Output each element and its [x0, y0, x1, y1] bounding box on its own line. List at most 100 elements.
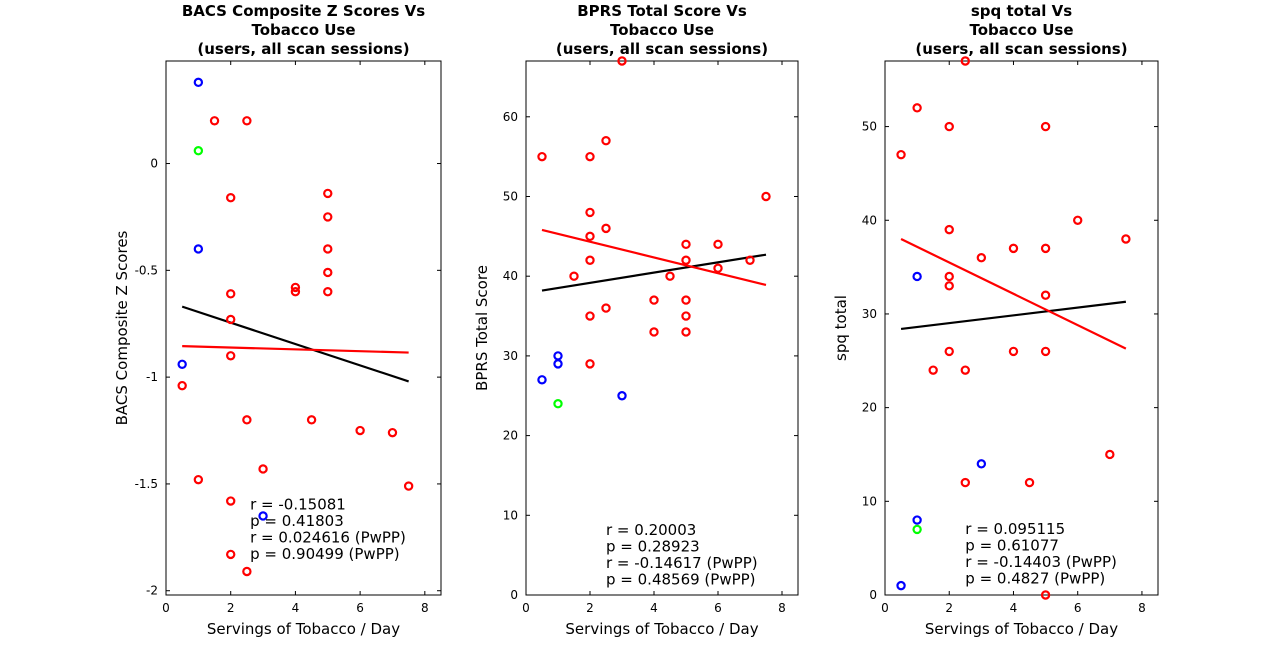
chart-2-y-tick-label: 10 — [503, 508, 518, 522]
chart-3-stat-line: r = -0.14403 (PwPP) — [965, 553, 1117, 571]
chart-3-x-axis-label: Servings of Tobacco / Day — [925, 620, 1118, 638]
chart-3-data-point — [1105, 449, 1115, 460]
chart-3-x-tick-label: 4 — [1010, 601, 1018, 615]
chart-3-fit-line — [900, 300, 1127, 331]
chart-2-y-tick-label: 60 — [503, 110, 518, 124]
chart-2-data-point — [553, 351, 563, 361]
chart-3-data-point — [1008, 243, 1019, 254]
chart-2-data-point — [601, 303, 611, 313]
chart-3-data-point — [896, 149, 906, 160]
chart-3-data-point — [1024, 477, 1035, 488]
chart-3-y-tick-label: 10 — [862, 494, 877, 508]
chart-3-stat-line: p = 0.61077 — [965, 537, 1059, 555]
chart-1-axes-box — [165, 60, 442, 596]
chart-1-data-point — [242, 116, 252, 126]
chart-2-stat-line: p = 0.28923 — [606, 538, 700, 556]
chart-2-data-point — [601, 223, 611, 234]
chart-3-y-axis-label: spq total — [832, 295, 850, 361]
chart-2-data-point — [537, 375, 547, 385]
chart-3-data-point — [944, 121, 954, 132]
chart-2-data-point — [537, 151, 547, 162]
chart-2-x-axis-label: Servings of Tobacco / Day — [565, 620, 758, 638]
chart-2-data-point — [681, 311, 691, 321]
chart-1-data-point — [323, 212, 333, 222]
chart-1-data-point — [226, 351, 236, 361]
chart-2-y-tick-label: 50 — [503, 189, 518, 203]
chart-2-data-point — [601, 136, 611, 146]
chart-1-data-point — [387, 427, 398, 438]
chart-2-axes-box — [525, 60, 799, 596]
chart-2-x-tick-label: 8 — [778, 601, 786, 615]
chart-3-y-tick-label: 40 — [862, 213, 877, 227]
chart-1-data-point — [177, 380, 187, 391]
chart-2-data-point — [569, 271, 579, 281]
chart-3-fit-line — [900, 238, 1127, 350]
chart-3-data-point — [1040, 346, 1051, 357]
chart-3-data-point — [976, 459, 987, 469]
chart-3-y-tick-label: 50 — [862, 120, 877, 134]
chart-2-data-point — [585, 207, 595, 218]
chart-2-fit-line — [541, 228, 767, 287]
chart-1-data-point — [306, 415, 317, 425]
chart-1-fit-line — [182, 345, 409, 354]
chart-3-y-tick-label: 0 — [869, 588, 877, 602]
chart-2-x-tick-label: 6 — [714, 601, 722, 615]
chart-1-data-point — [323, 267, 333, 278]
chart-1-data-point — [323, 188, 333, 199]
chart-1-data-point — [226, 496, 236, 506]
chart-1-data-point — [242, 566, 252, 577]
chart-2-y-tick-label: 0 — [510, 588, 518, 602]
chart-1-data-point — [323, 244, 333, 254]
chart-1-y-axis-label: BACS Composite Z Scores — [113, 230, 131, 425]
chart-2-y-tick-label: 40 — [503, 269, 518, 283]
chart-3-data-point — [960, 477, 970, 488]
chart-1-data-point — [403, 481, 414, 491]
chart-1-stat-line: r = -0.15081 — [250, 496, 346, 514]
chart-3-data-point — [944, 346, 954, 357]
chart-1-data-point — [290, 282, 301, 293]
chart-3-data-point — [976, 253, 987, 263]
chart-2-data-point — [681, 255, 691, 265]
chart-2-fit-line — [541, 253, 767, 292]
chart-1-x-tick-label: 2 — [227, 601, 235, 615]
chart-1-data-point — [193, 244, 204, 254]
chart-1-data-point — [193, 146, 204, 156]
chart-2-data-point — [681, 295, 691, 305]
chart-1-y-tick-label: -0.5 — [135, 263, 158, 277]
chart-3-data-point — [960, 365, 970, 375]
chart-3-x-tick-label: 2 — [945, 601, 953, 615]
chart-1-data-point — [193, 77, 204, 88]
chart-3-data-point — [912, 515, 922, 525]
chart-3-x-tick-label: 8 — [1138, 601, 1146, 615]
chart-1-title-line: BACS Composite Z Scores Vs — [182, 2, 425, 20]
chart-3-axes-box — [884, 60, 1159, 596]
chart-1-y-tick-label: -2 — [146, 584, 158, 598]
chart-3-data-point — [1040, 290, 1051, 300]
chart-2-data-point — [681, 239, 691, 250]
chart-3-data-point — [1040, 590, 1051, 600]
chart-2-stat-line: p = 0.48569 (PwPP) — [606, 571, 756, 589]
chart-2-x-tick-label: 0 — [522, 601, 530, 615]
chart-2-title-line: Tobacco Use — [610, 21, 714, 39]
chart-2-data-point — [649, 327, 659, 337]
chart-2-data-point — [585, 231, 595, 242]
chart-1-data-point — [226, 289, 236, 299]
chart-1-data-point — [258, 511, 268, 521]
chart-2-data-point — [713, 239, 723, 250]
chart-3-y-tick-label: 30 — [862, 307, 877, 321]
chart-1-x-axis-label: Servings of Tobacco / Day — [207, 620, 400, 638]
chart-2-data-point — [617, 56, 627, 66]
chart-3-data-point — [896, 580, 906, 591]
chart-1-stat-line: p = 0.90499 (PwPP) — [250, 545, 400, 563]
chart-2-data-point — [553, 359, 563, 369]
chart-1-data-point — [193, 474, 204, 485]
chart-3-data-point — [1040, 121, 1051, 132]
chart-2-data-point — [553, 399, 563, 409]
chart-1-data-point — [226, 314, 236, 325]
chart-2-data-point — [761, 191, 771, 202]
chart-1-x-tick-label: 8 — [421, 601, 429, 615]
chart-1-data-point — [226, 549, 236, 560]
chart-2-x-tick-label: 4 — [650, 601, 658, 615]
chart-2-data-point — [649, 295, 659, 305]
chart-2-data-point — [745, 255, 755, 265]
